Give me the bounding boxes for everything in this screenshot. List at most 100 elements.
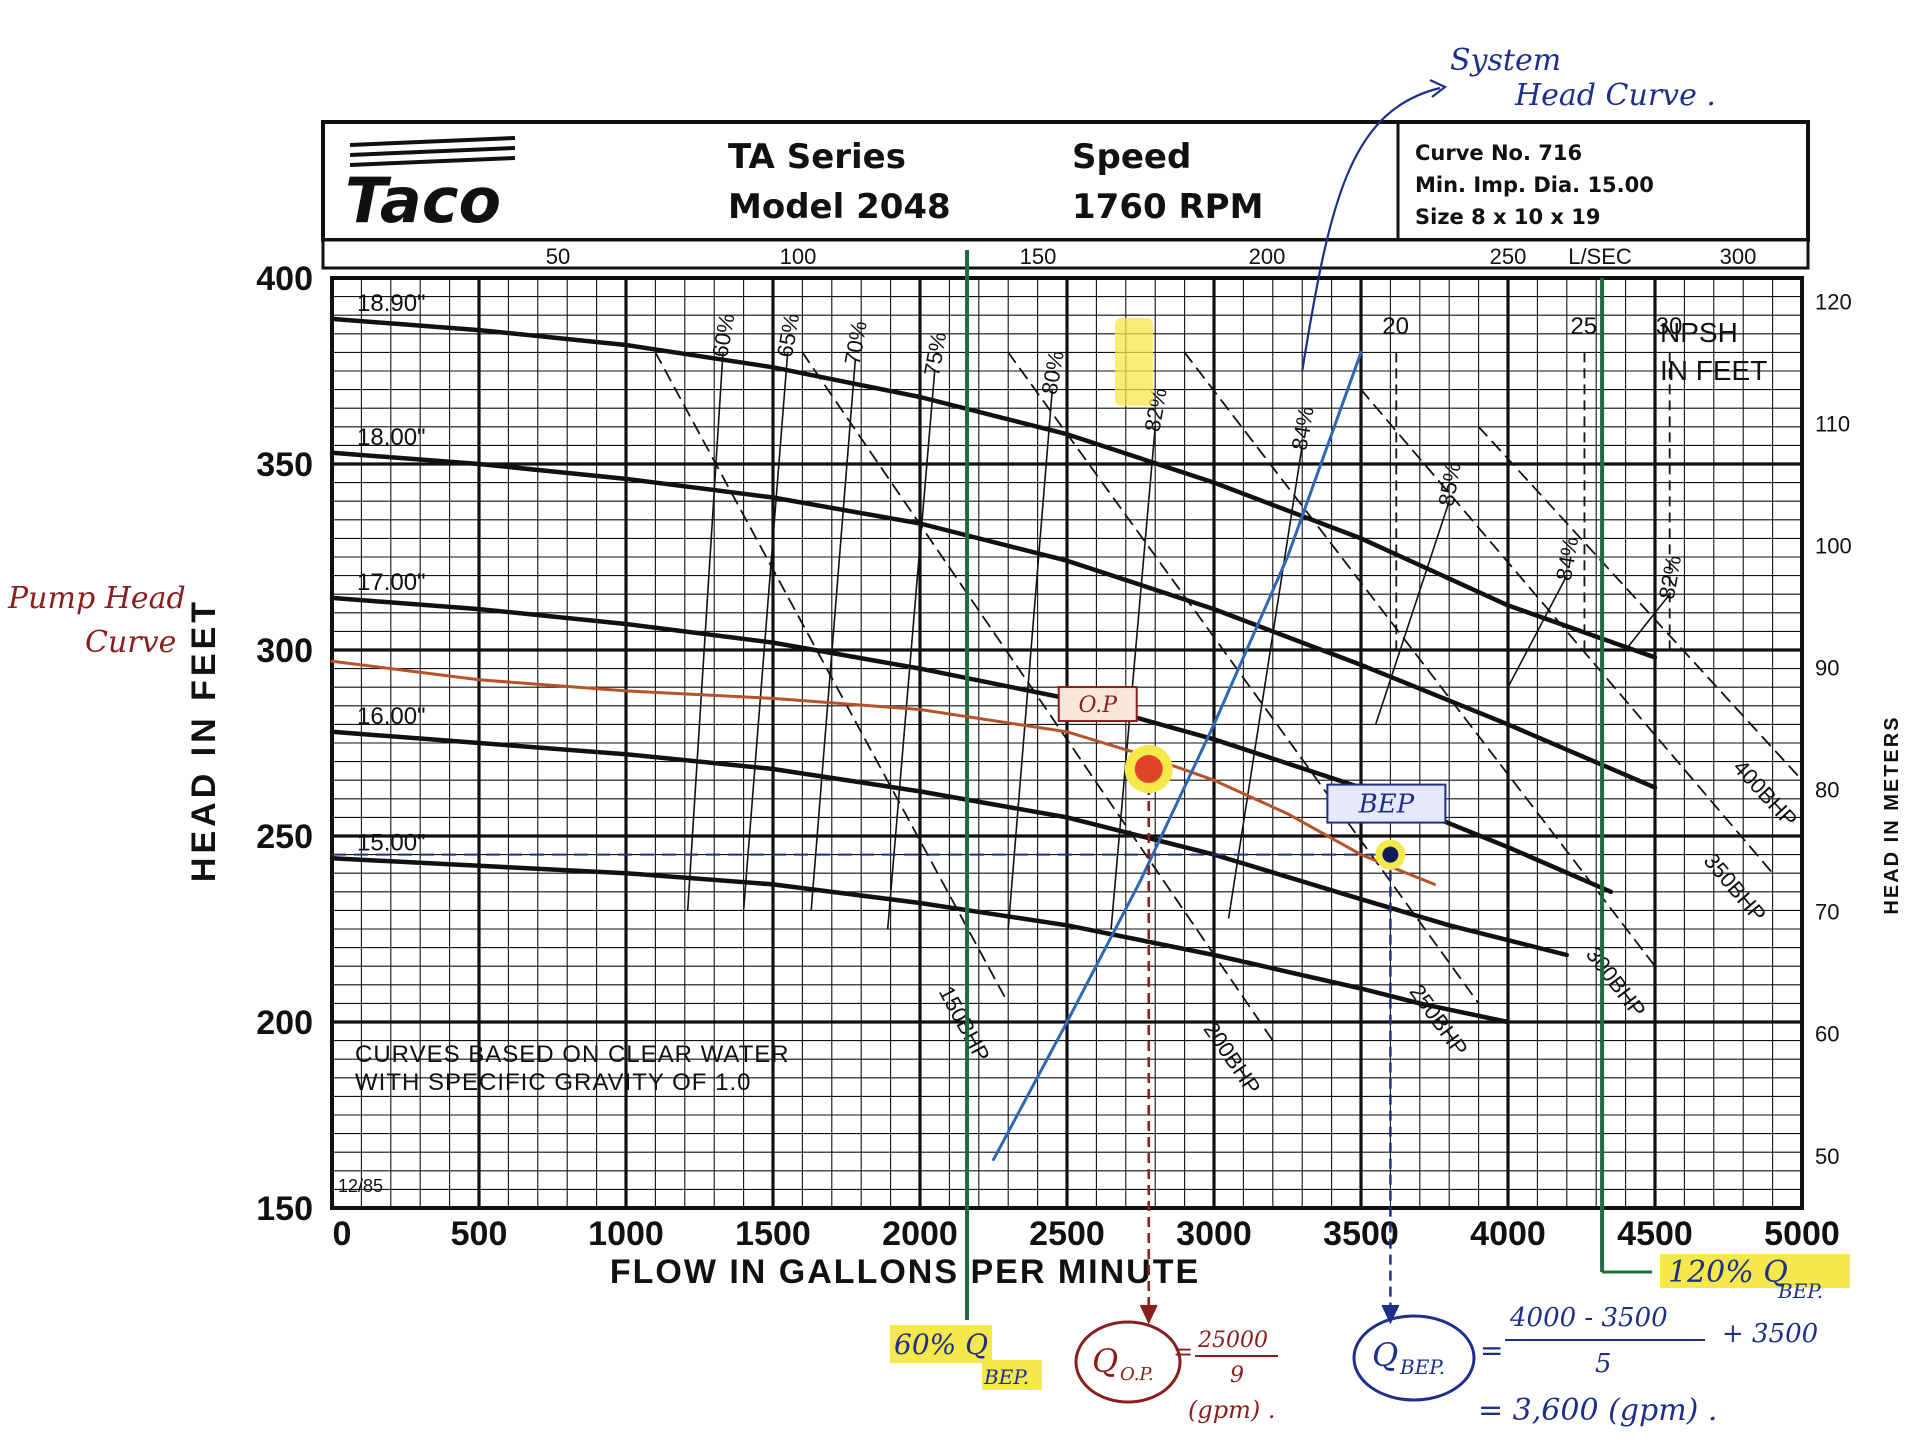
bep-marker <box>1382 846 1399 863</box>
q120-highlight <box>1660 1254 1850 1288</box>
y-tick-label: 350 <box>256 446 313 484</box>
npsh-unit-label: IN FEET <box>1660 355 1767 386</box>
right-tick-label: 70 <box>1815 900 1839 925</box>
top-tick-label: 50 <box>546 244 570 269</box>
q120-sub-label: BEP. <box>1777 1279 1823 1303</box>
speed-label: Speed <box>1072 137 1191 177</box>
npsh-label: NPSH <box>1660 317 1738 348</box>
impeller-label: 16.00" <box>357 703 426 730</box>
note-line-2: WITH SPECIFIC GRAVITY OF 1.0 <box>355 1069 752 1096</box>
efficiency-82-highlight <box>1115 318 1153 406</box>
hand-annotations: O.P BEP <box>330 79 1653 1325</box>
taco-logo: Taco <box>345 136 516 237</box>
impeller-label: 15.00" <box>357 829 426 856</box>
y-tick-label: 150 <box>256 1190 313 1228</box>
right-tick-label: 110 <box>1815 411 1850 436</box>
system-head-curve <box>992 350 1363 1162</box>
header-box: Taco TA Series Model 2048 Speed 1760 RPM… <box>321 120 1810 270</box>
impeller-curve <box>329 729 1570 958</box>
curve-number: Curve No. 716 <box>1415 141 1582 165</box>
y-tick-label: 400 <box>256 260 313 298</box>
right-tick-label: 120 <box>1815 289 1852 314</box>
efficiency-line <box>1624 593 1671 651</box>
top-tick-label: 250 <box>1490 244 1527 269</box>
top-tick-label: 200 <box>1249 244 1286 269</box>
right-tick-label: 50 <box>1815 1144 1839 1169</box>
efficiency-line <box>1374 500 1450 726</box>
impeller-label: 17.00" <box>357 569 426 596</box>
speed-value: 1760 RPM <box>1072 187 1263 227</box>
note-line-1: CURVES BASED ON CLEAR WATER <box>355 1041 790 1068</box>
qbep-denominator: 5 <box>1595 1349 1612 1379</box>
npsh-lines: 20 25 30 <box>1382 313 1682 650</box>
operating-point-label-box <box>1057 686 1138 723</box>
impeller-curves: 18.90" 18.00" 17.00" 16.00" 15.00" <box>329 290 1658 1025</box>
right-tick-label: 100 <box>1815 534 1852 559</box>
qop-unit: (gpm) . <box>1188 1396 1275 1424</box>
tick-labels: 0 500 1000 1500 2000 2500 3000 3500 4000 4500 5000… <box>256 244 1851 1253</box>
chart-notes: CURVES BASED ON CLEAR WATER WITH SPECIFI… <box>338 317 1767 1196</box>
x-tick-label: 0 <box>333 1215 352 1253</box>
efficiency-line <box>686 351 724 912</box>
pump-head-label-2: Curve <box>85 625 176 660</box>
y-tick-label: 250 <box>256 818 313 856</box>
qbep-arrowhead <box>1381 1304 1400 1325</box>
x-tick-label: 1500 <box>735 1215 811 1253</box>
q60-sub-highlight <box>982 1360 1042 1390</box>
top-tick-label: 150 <box>1020 244 1057 269</box>
right-tick-label: 90 <box>1815 656 1839 681</box>
q60-highlight <box>890 1325 992 1363</box>
x-tick-label: 4000 <box>1470 1215 1546 1253</box>
bhp-line <box>1477 425 1803 782</box>
system-head-label-2: Head Curve . <box>1514 78 1716 113</box>
q120-label: 120% Q <box>1668 1255 1788 1290</box>
npsh-value-label: 25 <box>1570 313 1597 340</box>
impeller-label: 18.90" <box>357 290 426 317</box>
qbep-sub: BEP. <box>1399 1355 1445 1379</box>
svg-text:=: = <box>1173 1338 1193 1366</box>
efficiency-line <box>1227 444 1303 919</box>
x-tick-label: 2000 <box>882 1215 958 1253</box>
series-label: TA Series <box>728 137 906 177</box>
qop-lhs: Q <box>1092 1342 1118 1380</box>
x-tick-label: 5000 <box>1764 1215 1840 1253</box>
bep-label: BEP <box>1358 790 1415 820</box>
bep-label-box <box>1326 783 1447 824</box>
right-tick-label: 80 <box>1815 778 1839 803</box>
efficiency-line <box>742 351 789 912</box>
pump-size: Size 8 x 10 x 19 <box>1415 205 1601 229</box>
qbep-numerator: 4000 - 3500 <box>1509 1303 1668 1333</box>
axis-titles: FLOW IN GALLONS PER MINUTE HEAD IN FEET … <box>185 598 1903 1291</box>
x-tick-label: 2500 <box>1029 1215 1105 1253</box>
efficiency-line <box>1007 388 1054 930</box>
operating-point-label: O.P <box>1078 693 1118 718</box>
y-axis-right-title: HEAD IN METERS <box>1881 715 1903 914</box>
qbep-plus: + 3500 <box>1722 1319 1818 1349</box>
x-tick-label: 500 <box>451 1215 508 1253</box>
date-code: 12/85 <box>338 1176 383 1196</box>
q60-sub-label: BEP. <box>983 1365 1029 1389</box>
model-label: Model 2048 <box>728 187 951 227</box>
top-tick-label: L/SEC <box>1568 244 1632 269</box>
handwritten-text: System Head Curve . Pump Head Curve 60% … <box>7 43 1850 1428</box>
top-tick-label: 300 <box>1720 244 1757 269</box>
qop-denominator: 9 <box>1230 1363 1244 1388</box>
qbep-lhs: Q <box>1372 1336 1398 1374</box>
right-tick-label: 60 <box>1815 1022 1839 1047</box>
efficiency-line <box>1507 574 1568 689</box>
impeller-curve <box>329 316 1658 660</box>
logo-text: Taco <box>345 164 501 237</box>
npsh-value-label: 30 <box>1656 313 1683 340</box>
qop-arrowhead <box>1139 1304 1158 1325</box>
qop-sub: O.P. <box>1120 1364 1154 1385</box>
bhp-line <box>1183 351 1656 968</box>
x-tick-label: 3000 <box>1176 1215 1252 1253</box>
system-curve-pointer <box>1301 86 1441 372</box>
efficiency-line <box>1110 425 1156 930</box>
y-tick-label: 300 <box>256 632 313 670</box>
bhp-line <box>1360 388 1774 875</box>
pump-head-curve <box>330 659 1436 886</box>
npsh-value-label: 20 <box>1382 313 1409 340</box>
bhp-line <box>654 351 1010 1005</box>
